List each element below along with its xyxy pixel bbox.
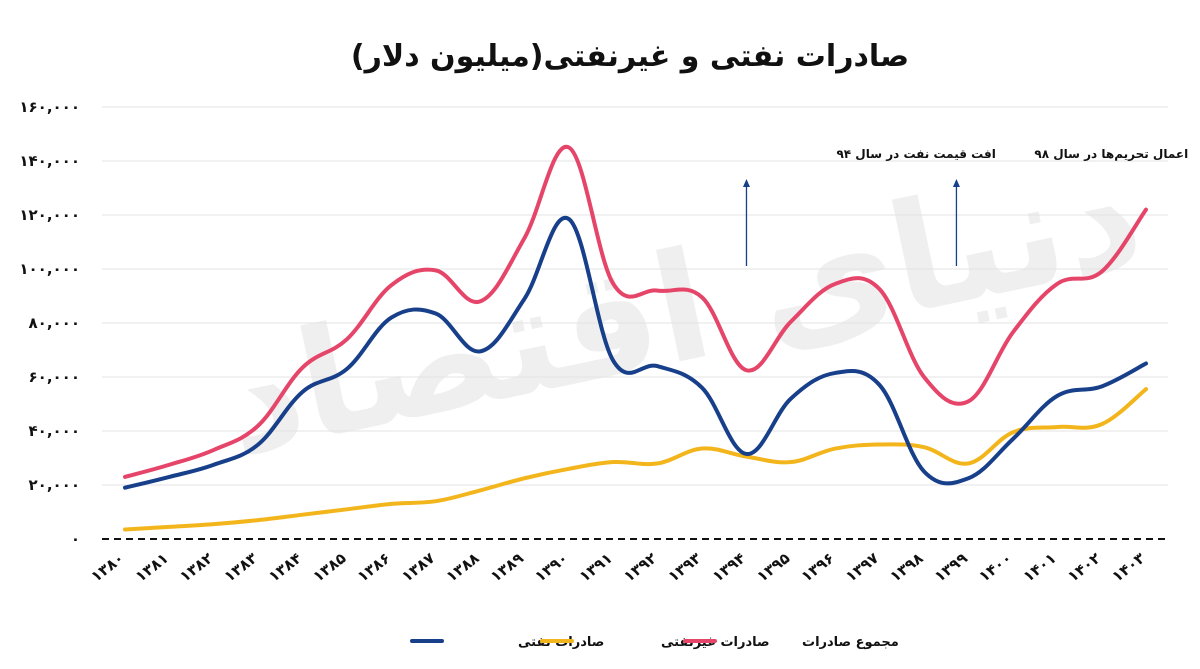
x-tick-label: ۱۴۰۰ [975, 549, 1015, 586]
x-tick-label: ۱۳۸۴ [265, 549, 305, 586]
y-tick-label: ۶۰,۰۰۰ [29, 368, 80, 386]
legend-label: مجموع صادرات [802, 635, 899, 650]
x-tick-label: ۱۳۸۵ [309, 549, 349, 586]
x-tick-label: ۱۳۹۷ [842, 549, 882, 586]
series-oil-exports-line [123, 215, 1148, 490]
x-tick-label: ۱۳۸۰ [88, 549, 128, 586]
x-tick-label: ۱۳۸۲ [176, 549, 216, 586]
y-tick-label: ۲۰,۰۰۰ [29, 476, 80, 494]
x-tick-label: ۱۳۸۸ [443, 549, 483, 586]
x-tick-label: ۱۳۹۱ [576, 549, 616, 586]
x-tick-label: ۱۳۹۶ [798, 549, 838, 586]
series-total-exports-line [123, 145, 1148, 479]
annotation-arrow-head [952, 179, 960, 187]
y-tick-label: ۴۰,۰۰۰ [29, 422, 80, 440]
x-tick-label: ۱۳۹۴ [709, 549, 749, 586]
y-tick-label: ۱۰۰,۰۰۰ [19, 260, 80, 278]
x-tick-label: ۱۳۸۱ [132, 549, 172, 586]
y-tick-label: ۰ [71, 530, 80, 548]
x-tick-label: ۱۳۹۰ [531, 549, 571, 586]
y-tick-label: ۱۴۰,۰۰۰ [19, 152, 80, 170]
x-tick-label: ۱۳۸۹ [487, 549, 527, 586]
x-tick-label: ۱۳۹۸ [887, 549, 927, 586]
x-tick-label: ۱۳۹۳ [665, 549, 705, 586]
x-tick-label: ۱۳۸۶ [354, 549, 394, 586]
x-tick-label: ۱۳۹۵ [753, 549, 793, 586]
chart-title: صادرات نفتی و غیرنفتی(میلیون دلار) [351, 39, 909, 74]
y-tick-label: ۱۶۰,۰۰۰ [19, 98, 80, 116]
x-tick-label: ۱۴۰۲ [1064, 549, 1104, 586]
y-tick-label: ۸۰,۰۰۰ [29, 314, 80, 332]
y-tick-label: ۱۲۰,۰۰۰ [19, 206, 80, 224]
x-tick-label: ۱۳۹۲ [620, 549, 660, 586]
series-non-oil-exports-line [123, 387, 1148, 532]
x-tick-label: ۱۳۸۳ [221, 549, 261, 586]
annotation-label: افت قیمت نفت در سال ۹۴ [836, 147, 995, 161]
x-tick-label: ۱۳۸۷ [398, 549, 438, 586]
annotation-label: اعمال تحریم‌ها در سال ۹۸ [1034, 147, 1188, 161]
x-tick-label: ۱۴۰۳ [1109, 549, 1149, 586]
annotation-arrow-head [742, 179, 750, 187]
x-tick-label: ۱۴۰۱ [1020, 549, 1060, 586]
x-tick-label: ۱۳۹۹ [931, 549, 971, 586]
